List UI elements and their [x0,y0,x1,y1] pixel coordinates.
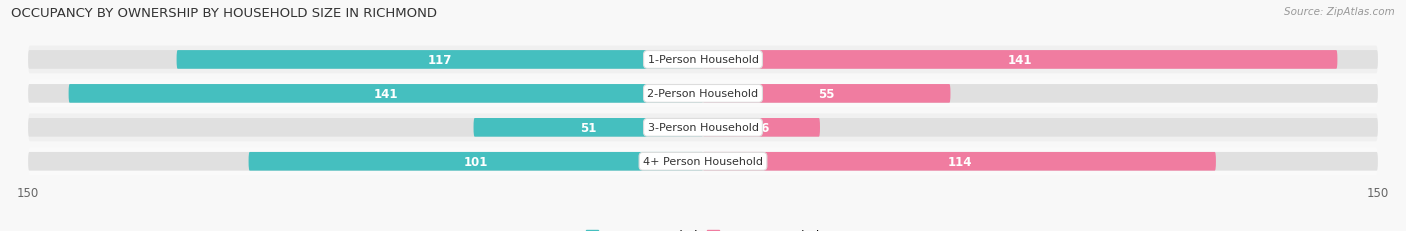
Text: Source: ZipAtlas.com: Source: ZipAtlas.com [1284,7,1395,17]
Text: OCCUPANCY BY OWNERSHIP BY HOUSEHOLD SIZE IN RICHMOND: OCCUPANCY BY OWNERSHIP BY HOUSEHOLD SIZE… [11,7,437,20]
FancyBboxPatch shape [249,152,703,171]
Text: 2-Person Household: 2-Person Household [647,89,759,99]
Text: 1-Person Household: 1-Person Household [648,55,758,65]
FancyBboxPatch shape [474,119,703,137]
FancyBboxPatch shape [703,152,1216,171]
FancyBboxPatch shape [28,85,703,103]
Text: 114: 114 [948,155,972,168]
FancyBboxPatch shape [703,51,1337,70]
FancyBboxPatch shape [703,51,1378,70]
FancyBboxPatch shape [28,51,703,70]
Text: 55: 55 [818,88,835,100]
FancyBboxPatch shape [703,85,1378,103]
FancyBboxPatch shape [28,46,1378,74]
Legend: Owner-occupied, Renter-occupied: Owner-occupied, Renter-occupied [581,224,825,231]
Text: 4+ Person Household: 4+ Person Household [643,157,763,167]
Text: 117: 117 [427,54,451,67]
Text: 3-Person Household: 3-Person Household [648,123,758,133]
Text: 101: 101 [464,155,488,168]
FancyBboxPatch shape [69,85,703,103]
FancyBboxPatch shape [28,114,1378,142]
Text: 51: 51 [581,121,596,134]
Text: 141: 141 [374,88,398,100]
FancyBboxPatch shape [28,119,703,137]
FancyBboxPatch shape [703,152,1378,171]
FancyBboxPatch shape [28,80,1378,108]
Text: 26: 26 [754,121,769,134]
FancyBboxPatch shape [703,119,1378,137]
FancyBboxPatch shape [28,148,1378,176]
FancyBboxPatch shape [703,119,820,137]
Text: 141: 141 [1008,54,1032,67]
FancyBboxPatch shape [703,85,950,103]
FancyBboxPatch shape [177,51,703,70]
FancyBboxPatch shape [28,152,703,171]
